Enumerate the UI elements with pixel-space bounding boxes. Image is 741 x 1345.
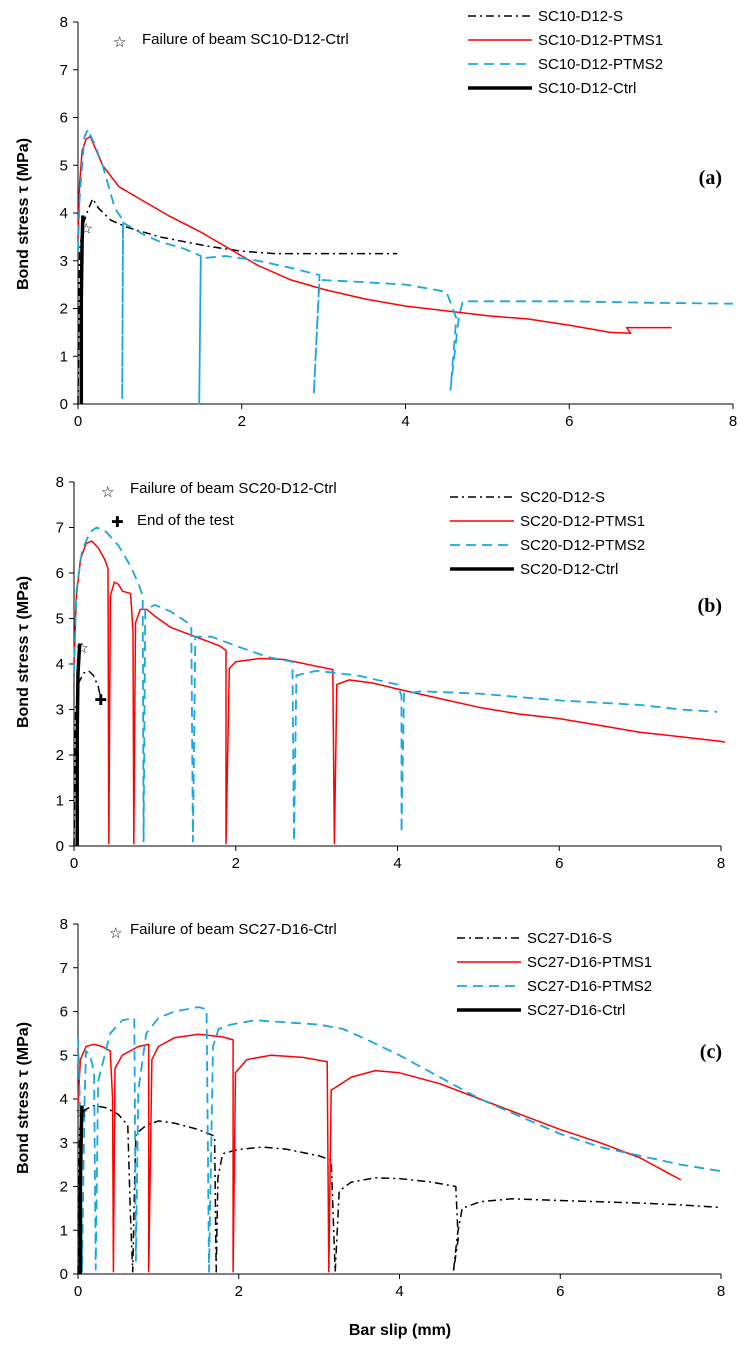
series-line-sc20-d12-ctrl: [75, 643, 82, 846]
y-axis-label: Bond stress τ (MPa): [15, 576, 32, 728]
y-tick-label: 7: [60, 62, 68, 79]
legend-entry: SC10-D12-Ctrl: [538, 80, 636, 97]
x-tick-label: 2: [232, 855, 240, 872]
legend-entry: SC27-D16-S: [527, 930, 612, 947]
x-tick-label: 6: [556, 1283, 564, 1300]
x-tick-label: 0: [70, 855, 78, 872]
series-line-sc20-d12-ptms2: [73, 526, 718, 843]
y-tick-label: 3: [60, 1135, 68, 1152]
y-tick-label: 3: [60, 253, 68, 270]
y-tick-label: 5: [60, 1047, 68, 1064]
panel-a-y-axis-label: Bond stress τ (MPa): [15, 138, 32, 290]
panel-a-label: (a): [699, 167, 722, 189]
y-tick-label: 5: [60, 157, 68, 174]
panel-b-y-axis-label: Bond stress τ (MPa): [15, 576, 32, 728]
legend-entry: SC27-D16-PTMS1: [527, 954, 652, 971]
y-tick-label: 8: [56, 474, 64, 491]
legend-entry: SC10-D12-S: [538, 8, 623, 25]
panel-c: Bond stress τ (MPa) (c) Failure of beam …: [15, 916, 725, 1339]
star-icon: ☆: [109, 925, 122, 942]
series-line-sc27-d16-ptms1: [77, 1033, 682, 1273]
x-tick-label: 8: [729, 413, 737, 430]
failure-star-marker: ☆: [79, 220, 92, 237]
y-tick-label: 6: [60, 1004, 68, 1021]
series-line-sc10-d12-ptms2: [77, 128, 734, 405]
series-line-sc27-d16-s: [77, 1104, 722, 1275]
x-tick-label: 2: [235, 1283, 243, 1300]
y-tick-label: 1: [56, 793, 64, 810]
y-tick-label: 5: [56, 611, 64, 628]
failure-star-marker: ☆: [75, 1104, 88, 1121]
legend-entry: SC27-D16-PTMS2: [527, 978, 652, 995]
panel-b-label: (b): [698, 595, 722, 617]
y-tick-label: 0: [56, 838, 64, 855]
legend-entry: SC10-D12-PTMS1: [538, 32, 663, 49]
y-tick-label: 2: [60, 1179, 68, 1196]
legend-entry: SC20-D12-S: [520, 489, 605, 506]
y-tick-label: 7: [60, 960, 68, 977]
legend-entry: SC20-D12-Ctrl: [520, 561, 618, 578]
panel-c-label: (c): [700, 1041, 722, 1063]
panel-b-annotation-end-of-test: End of the test: [137, 512, 235, 529]
series-line-sc10-d12-ctrl: [79, 215, 85, 404]
y-tick-label: 6: [56, 565, 64, 582]
end-of-test-marker: ✚: [94, 692, 107, 709]
panel-c-annotation-failure: Failure of beam SC27-D16-Ctrl: [130, 921, 337, 938]
x-tick-label: 6: [555, 855, 563, 872]
x-tick-label: 6: [565, 413, 573, 430]
panel-b: Bond stress τ (MPa) (b) Failure of beam …: [15, 474, 725, 872]
y-axis-label: Bond stress τ (MPa): [15, 1022, 32, 1174]
y-tick-label: 2: [60, 301, 68, 318]
series-line-sc10-d12-ptms1: [77, 135, 672, 335]
star-icon: ☆: [101, 484, 114, 501]
panel-c-y-axis-label: Bond stress τ (MPa): [15, 1022, 32, 1174]
y-tick-label: 1: [60, 348, 68, 365]
y-tick-label: 3: [56, 702, 64, 719]
x-tick-label: 8: [717, 1283, 725, 1300]
legend-entry: SC20-D12-PTMS1: [520, 513, 645, 530]
y-tick-label: 2: [56, 747, 64, 764]
x-tick-label: 0: [74, 413, 82, 430]
series-line-sc27-d16-ptms2: [77, 1006, 722, 1273]
y-tick-label: 1: [60, 1222, 68, 1239]
y-tick-label: 4: [60, 1091, 68, 1108]
x-tick-label: 4: [395, 1283, 403, 1300]
legend-entry: SC10-D12-PTMS2: [538, 56, 663, 73]
series-line-sc27-d16-ctrl: [78, 1105, 84, 1274]
x-tick-label: 4: [393, 855, 401, 872]
plus-icon: ✚: [111, 514, 124, 531]
legend-entry: SC27-D16-Ctrl: [527, 1002, 625, 1019]
y-tick-label: 8: [60, 14, 68, 31]
y-tick-label: 7: [56, 520, 64, 537]
y-tick-label: 8: [60, 916, 68, 933]
x-axis-label: Bar slip (mm): [349, 1322, 451, 1339]
y-tick-label: 0: [60, 396, 68, 413]
y-tick-label: 6: [60, 110, 68, 127]
star-icon: ☆: [113, 34, 126, 51]
panel-a-annotation-failure: Failure of beam SC10-D12-Ctrl: [142, 31, 349, 48]
y-tick-label: 4: [56, 656, 64, 673]
failure-star-marker: ☆: [75, 640, 88, 657]
x-tick-label: 4: [401, 413, 409, 430]
legend-entry: SC20-D12-PTMS2: [520, 537, 645, 554]
x-tick-label: 0: [74, 1283, 82, 1300]
series-line-sc20-d12-ptms1: [73, 540, 726, 845]
y-tick-label: 0: [60, 1266, 68, 1283]
panel-b-annotation-failure: Failure of beam SC20-D12-Ctrl: [130, 480, 337, 497]
series-line-sc10-d12-s: [77, 197, 398, 405]
y-axis-label: Bond stress τ (MPa): [15, 138, 32, 290]
y-tick-label: 4: [60, 205, 68, 222]
x-tick-label: 2: [238, 413, 246, 430]
panel-a: Bond stress τ (MPa) (a) Failure of beam …: [15, 8, 737, 430]
x-tick-label: 8: [717, 855, 725, 872]
